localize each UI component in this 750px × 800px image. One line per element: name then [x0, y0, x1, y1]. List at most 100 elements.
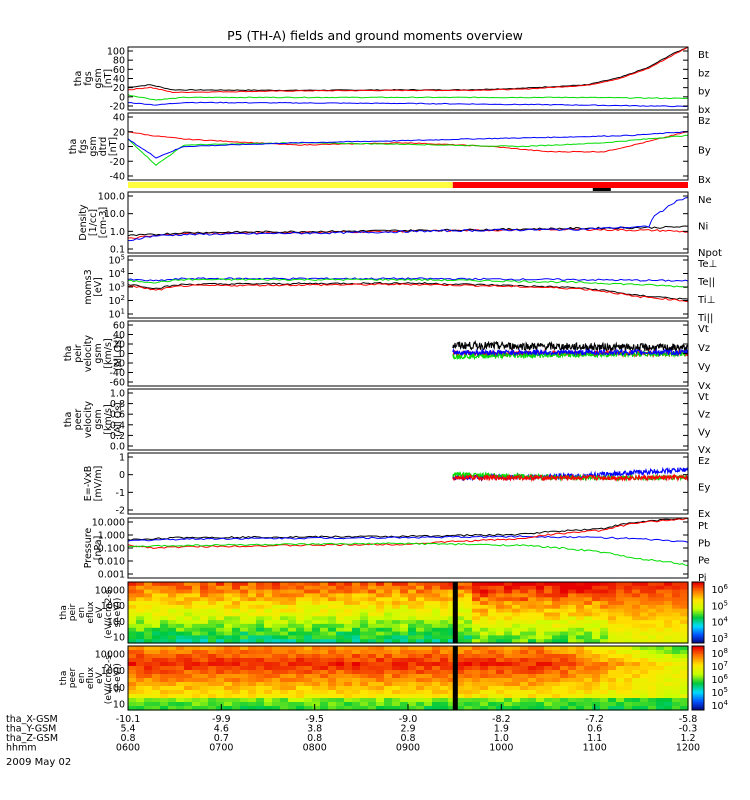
spectrogram-cell	[536, 706, 545, 711]
spectrogram-cell	[304, 593, 313, 598]
spectrogram-cell	[624, 639, 633, 644]
spectrogram-cell	[472, 616, 481, 621]
spectrogram-cell	[536, 623, 545, 629]
spectrogram-cell	[392, 682, 401, 687]
spectrogram-cell	[192, 674, 201, 679]
spectrogram-cell	[608, 666, 617, 671]
y-tick-label: 100.0	[98, 192, 125, 203]
y-tick-label: 104	[108, 267, 125, 280]
spectrogram-cell	[512, 694, 521, 699]
spectrogram-cell	[184, 631, 193, 636]
spectrogram-cell	[296, 698, 305, 703]
colorbar-frame	[691, 581, 705, 644]
spectrogram-cell	[264, 585, 273, 591]
spectrogram-cell	[528, 662, 537, 667]
spectrogram-cell	[224, 639, 233, 644]
spectrogram-cell	[256, 650, 265, 655]
y-tick-label: 103	[108, 281, 125, 294]
spectrogram-cell	[160, 582, 169, 587]
y-axis-label: E=-VxB	[83, 466, 94, 501]
spectrogram-cell	[384, 597, 393, 602]
spectrogram-cell	[392, 635, 401, 640]
spectrogram-cell	[624, 601, 633, 606]
spectrogram-cell	[360, 631, 369, 636]
legend-bz: bz	[698, 68, 710, 79]
spectrogram-cell	[168, 616, 177, 621]
spectrogram-cell	[296, 601, 305, 606]
spectrogram-cell	[416, 706, 425, 711]
y-tick-label: 0.001	[98, 570, 125, 581]
y-axis-label: tha	[63, 346, 74, 362]
spectrogram-cell	[232, 678, 241, 683]
spectrogram-cell	[456, 678, 465, 683]
spectrogram-cell	[264, 623, 273, 629]
spectrogram-cell	[544, 646, 553, 651]
spectrogram-cell	[512, 690, 521, 695]
spectrogram-cell	[128, 601, 137, 606]
spectrogram-cell	[648, 654, 657, 659]
spectrogram-cell	[280, 678, 289, 683]
spectrogram-cell	[232, 597, 241, 602]
spectrogram-cell	[600, 635, 609, 640]
y-axis-label: fgs	[83, 71, 94, 85]
spectrogram-cell	[216, 608, 225, 614]
spectrogram-cell	[536, 627, 545, 633]
spectrogram-cell	[488, 639, 497, 644]
legend-Bx: Bx	[698, 175, 711, 186]
spectrogram-cell	[480, 686, 489, 691]
spectrogram-cell	[400, 686, 409, 691]
spectrogram-cell	[432, 686, 441, 691]
spectrogram-cell	[192, 682, 201, 687]
spectrogram-cell	[440, 702, 449, 707]
colorbar-cell	[692, 601, 704, 604]
spectrogram-cell	[448, 670, 457, 675]
spectrogram-cell	[440, 593, 449, 598]
spectrogram-cell	[672, 635, 681, 640]
spectrogram-cell	[584, 678, 593, 683]
spectrogram-cell	[160, 650, 169, 655]
spectrogram-cell	[528, 678, 537, 683]
spectrogram-cell	[272, 612, 281, 617]
spectrogram-cell	[616, 646, 625, 651]
colorbar-cell	[692, 636, 704, 639]
spectrogram-cell	[408, 662, 417, 667]
spectrogram-cell	[208, 654, 217, 659]
spectrogram-cell	[648, 690, 657, 695]
spectrogram-cell	[384, 601, 393, 606]
spectrogram-cell	[608, 670, 617, 675]
spectrogram-cell	[648, 620, 657, 625]
spectrogram-cell	[384, 690, 393, 695]
spectrogram-cell	[648, 662, 657, 667]
spectrogram-cell	[488, 674, 497, 679]
spectrogram-cell	[480, 690, 489, 695]
spectrogram-cell	[448, 620, 457, 625]
spectrogram-cell	[328, 706, 337, 711]
spectrogram-cell	[640, 686, 649, 691]
spectrogram-cell	[608, 631, 617, 636]
spectrogram-cell	[464, 589, 473, 594]
spectrogram-cell	[216, 650, 225, 655]
spectrogram-cell	[536, 593, 545, 598]
spectrogram-cell	[208, 627, 217, 633]
y-tick-label: -20	[109, 102, 125, 113]
spectrogram-cell	[312, 646, 321, 651]
spectrogram-cell	[384, 674, 393, 679]
spectrogram-cell	[192, 635, 201, 640]
spectrogram-cell	[128, 582, 137, 587]
spectrogram-cell	[160, 639, 169, 644]
spectrogram-cell	[680, 589, 689, 594]
spectrogram-cell	[432, 616, 441, 621]
spectrogram-cell	[128, 623, 137, 629]
spectrogram-cell	[664, 678, 673, 683]
spectrogram-cell	[648, 585, 657, 591]
spectrogram-cell	[568, 650, 577, 655]
y-axis-label: (eV/(cm2-s-	[104, 652, 114, 704]
spectrogram-cell	[584, 608, 593, 614]
spectrogram-cell	[416, 604, 425, 610]
colorbar-cell	[692, 703, 704, 706]
spectrogram-cell	[496, 604, 505, 610]
spectrogram-cell	[352, 616, 361, 621]
spectrogram-cell	[232, 682, 241, 687]
spectrogram-cell	[632, 585, 641, 591]
